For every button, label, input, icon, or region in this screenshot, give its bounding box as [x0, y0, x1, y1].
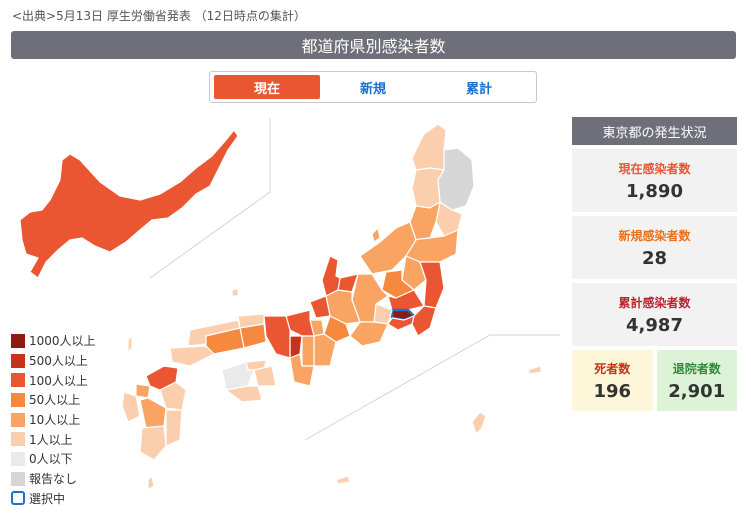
legend-swatch — [11, 353, 25, 368]
pref-fukui[interactable] — [309, 295, 331, 319]
tab-total[interactable]: 累計 — [465, 81, 492, 97]
current-cases-value: 1,890 — [626, 180, 683, 202]
legend-swatch — [11, 412, 25, 427]
legend-label: 50人以上 — [29, 393, 81, 408]
total-cases-box: 累計感染者数 4,987 — [572, 283, 737, 346]
pref-niigata[interactable] — [359, 221, 417, 275]
pref-ibaraki[interactable] — [419, 261, 445, 309]
pref-saga[interactable] — [135, 383, 151, 399]
legend-swatch — [11, 333, 25, 348]
legend-swatch — [11, 451, 25, 466]
new-cases-value: 28 — [641, 247, 668, 269]
pref-hyogo[interactable] — [263, 315, 291, 359]
legend-item: 500人以上 — [11, 351, 96, 371]
island-okinawa-small-1 — [335, 475, 351, 485]
pref-tokushima[interactable] — [253, 365, 277, 387]
recovered-box: 退院者数 2,901 — [656, 350, 737, 411]
map-title: 都道府県別感染者数 — [301, 37, 446, 56]
new-cases-box: 新規感染者数 28 — [572, 216, 737, 279]
pref-aichi[interactable] — [323, 315, 351, 343]
pref-hokkaido[interactable] — [19, 129, 239, 279]
pref-kumamoto[interactable] — [139, 397, 167, 429]
outcome-row: 死者数 196 退院者数 2,901 — [572, 350, 737, 411]
recovered-label: 退院者数 — [672, 361, 721, 376]
total-cases-label: 累計感染者数 — [618, 295, 691, 310]
panel-header: 東京都の発生状況 — [572, 117, 737, 145]
pref-miyazaki[interactable] — [165, 409, 183, 447]
legend-item: 100人以上 — [11, 370, 96, 390]
pref-kochi[interactable] — [225, 385, 263, 403]
legend-swatch — [11, 373, 25, 388]
tab-new[interactable]: 新規 — [359, 81, 386, 97]
legend-item: 報告なし — [11, 469, 96, 489]
legend-item: 0人以下 — [11, 449, 96, 469]
legend-item: 1000人以上 — [11, 331, 96, 351]
legend-label: 0人以下 — [29, 452, 73, 467]
pref-ishikawa[interactable] — [321, 255, 341, 297]
legend-swatch — [11, 392, 25, 407]
legend-swatch — [11, 491, 25, 506]
pref-hiroshima[interactable] — [205, 327, 245, 355]
island-sado — [371, 227, 381, 243]
pref-oita[interactable] — [159, 381, 187, 411]
legend-item: 10人以上 — [11, 410, 96, 430]
deaths-value: 196 — [593, 380, 632, 402]
pref-nara[interactable] — [301, 335, 315, 367]
view-tabs: 現在 新規 累計 — [209, 71, 537, 103]
new-cases-label: 新規感染者数 — [618, 228, 691, 243]
current-cases-box: 現在感染者数 1,890 — [572, 149, 737, 212]
legend-item: 50人以上 — [11, 390, 96, 410]
map-title-bar: 都道府県別感染者数 — [11, 31, 736, 59]
total-cases-value: 4,987 — [626, 314, 683, 336]
japan-prefecture-map — [19, 118, 560, 491]
pref-yamaguchi[interactable] — [169, 345, 215, 367]
island-okinawa-small-2 — [527, 365, 543, 375]
inset-divider-lines — [149, 118, 560, 441]
legend-label: 500人以上 — [29, 354, 88, 369]
tokyo-status-panel: 東京都の発生状況 現在感染者数 1,890 新規感染者数 28 累計感染者数 4… — [572, 117, 737, 411]
pref-iwate[interactable] — [437, 147, 475, 211]
legend-label: 1000人以上 — [29, 334, 96, 349]
recovered-value: 2,901 — [668, 380, 726, 402]
legend-item: 1人以上 — [11, 429, 96, 449]
legend-swatch — [11, 471, 25, 486]
legend-label: 1人以上 — [29, 432, 73, 447]
okinawa-inset-divider — [304, 334, 560, 441]
pref-yamanashi[interactable] — [373, 303, 393, 325]
pref-kagoshima[interactable] — [139, 425, 167, 461]
pref-okinawa[interactable] — [471, 411, 487, 435]
hokkaido-inset-divider — [149, 118, 271, 279]
island-amami — [147, 475, 155, 491]
legend-item: 選択中 — [11, 489, 96, 509]
pref-shizuoka[interactable] — [349, 321, 389, 347]
pref-chiba[interactable] — [411, 305, 437, 337]
source-note: <出典>5月13日 厚生労働省発表 （12日時点の集計） — [12, 9, 306, 23]
tab-current[interactable]: 現在 — [214, 75, 320, 99]
legend-label: 選択中 — [29, 491, 66, 506]
legend-swatch — [11, 432, 25, 447]
deaths-label: 死者数 — [594, 361, 631, 376]
map-legend: 1000人以上 500人以上 100人以上 50人以上 10人以上 1人以上 0… — [11, 331, 96, 508]
current-cases-label: 現在感染者数 — [618, 161, 691, 176]
island-oki — [231, 287, 239, 297]
legend-label: 報告なし — [29, 472, 78, 487]
pref-tochigi[interactable] — [401, 255, 427, 291]
legend-label: 10人以上 — [29, 413, 81, 428]
deaths-box: 死者数 196 — [572, 350, 653, 411]
island-tsushima — [127, 335, 133, 353]
pref-nagasaki[interactable] — [121, 391, 141, 423]
legend-label: 100人以上 — [29, 373, 88, 388]
pref-wakayama[interactable] — [289, 353, 315, 387]
pref-okayama[interactable] — [239, 323, 267, 349]
